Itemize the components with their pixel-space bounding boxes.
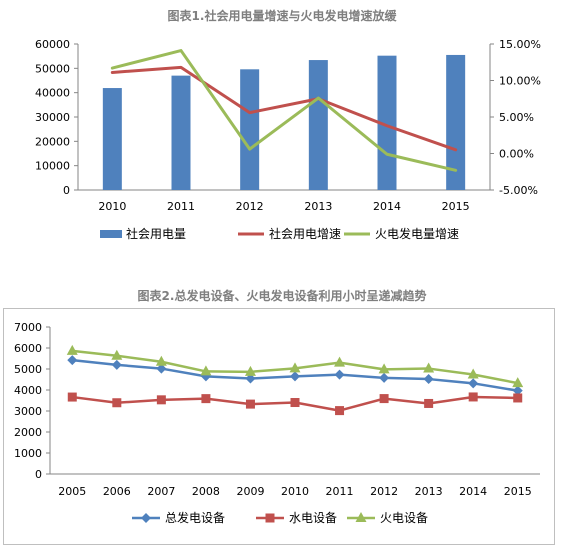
chart-2-point <box>423 374 434 385</box>
chart-1-legend-label: 社会用电增速 <box>269 226 341 241</box>
chart-2-point <box>378 363 390 374</box>
chart-2-legend-marker <box>355 512 367 522</box>
chart-2-legend-label: 总发电设备 <box>165 510 225 525</box>
chart-2-point <box>379 394 389 404</box>
chart-2-point <box>200 365 212 376</box>
chart-1-right-tick-label: -5.00% <box>499 184 538 197</box>
chart-1-x-tick-label: 2010 <box>98 200 126 213</box>
chart-2-x-tick-label: 2011 <box>326 485 354 498</box>
chart-2-y-tick-label: 3000 <box>14 405 42 418</box>
chart-2-legend-label: 火电设备 <box>380 511 428 525</box>
chart-2-point <box>468 392 478 402</box>
chart-2-point <box>423 362 435 373</box>
chart-2-point <box>245 399 255 409</box>
chart-2-point <box>467 368 479 379</box>
chart-2-x-tick-label: 2008 <box>192 485 220 498</box>
chart-1-left-tick-label: 50000 <box>35 62 70 75</box>
chart-2-y-tick-label: 5000 <box>14 363 42 376</box>
chart-1-title: 图表1.社会用电量增速与火电发电增速放缓 <box>168 8 398 23</box>
chart-1-left-tick-label: 30000 <box>35 111 70 124</box>
chart-2-point <box>66 344 78 355</box>
chart-2-point <box>155 355 167 366</box>
chart-2-point <box>111 359 122 370</box>
chart-1-right-tick-label: 5.00% <box>499 111 534 124</box>
chart-1-bar <box>240 69 260 190</box>
chart-2-point <box>290 398 300 408</box>
chart-1-left-tick-label: 0 <box>63 184 70 197</box>
chart-2-y-tick-label: 4000 <box>14 384 42 397</box>
chart-2-point <box>334 356 346 367</box>
chart-2-point <box>334 369 345 380</box>
chart-2-point <box>335 406 345 416</box>
chart-2-point <box>512 385 523 396</box>
chart-1-series-line <box>110 65 458 152</box>
chart-2-point <box>201 394 211 404</box>
chart-1-bar <box>171 75 191 190</box>
chart-2-legend-label: 水电设备 <box>289 511 337 525</box>
chart-2-point <box>67 392 77 402</box>
chart-2-point <box>468 378 479 389</box>
chart-1-x-tick-label: 2014 <box>373 200 401 213</box>
chart-2-point <box>290 371 300 382</box>
chart-2-point <box>512 377 524 388</box>
chart-1-left-tick-label: 40000 <box>35 87 70 100</box>
chart-1-legend-label: 社会用电量 <box>126 226 186 241</box>
chart-2-point <box>424 398 434 408</box>
chart-2-point <box>156 395 166 405</box>
chart-2-x-tick-label: 2012 <box>370 485 398 498</box>
chart-2-x-tick-label: 2009 <box>236 485 264 498</box>
chart-2-x-tick-label: 2010 <box>281 485 309 498</box>
chart-1-right-tick-label: 15.00% <box>499 38 541 51</box>
chart-1-bar <box>102 88 122 190</box>
chart-1-bar <box>446 54 466 191</box>
chart-2-point <box>245 373 256 384</box>
chart-1-left-tick-label: 20000 <box>35 135 70 148</box>
chart-2-y-tick-label: 0 <box>35 468 42 481</box>
chart-2: 图表2.总发电设备、火电发电设备利用小时呈递减趋势 0 1000 2000 3000 40… <box>3 288 555 545</box>
chart-1-series-line <box>110 49 458 172</box>
chart-2-point <box>244 365 256 376</box>
chart-2-legend-marker <box>141 513 151 523</box>
chart-2-x-tick-label: 2006 <box>103 485 131 498</box>
chart-2-point <box>67 355 78 366</box>
chart-2-point <box>513 393 523 403</box>
chart-2-title: 图表2.总发电设备、火电发电设备利用小时呈递减趋势 <box>138 288 427 303</box>
chart-1-legend-swatch <box>100 230 122 238</box>
chart-2-y-tick-label: 2000 <box>14 426 42 439</box>
chart-1: 图表1.社会用电量增速与火电发电增速放缓 0 10000 20000 30000 4000… <box>35 8 541 241</box>
chart-2-x-tick-label: 2005 <box>58 485 86 498</box>
chart-1-x-tick-label: 2012 <box>236 200 264 213</box>
chart-1-x-tick-label: 2013 <box>304 200 332 213</box>
chart-2-y-tick-label: 1000 <box>14 447 42 460</box>
chart-2-point <box>289 362 301 373</box>
chart-1-legend-label: 火电发电量增速 <box>375 226 459 241</box>
chart-2-x-tick-label: 2015 <box>504 485 532 498</box>
chart-2-point <box>112 398 122 408</box>
chart-2-y-tick-label: 6000 <box>14 342 42 355</box>
chart-2-y-tick-label: 7000 <box>14 321 42 334</box>
chart-2-x-tick-label: 2014 <box>459 485 487 498</box>
chart-2-border <box>3 308 555 545</box>
chart-2-point <box>111 349 123 360</box>
chart-2-point <box>379 372 390 383</box>
chart-2-x-tick-label: 2007 <box>147 485 175 498</box>
chart-1-bar <box>308 60 328 191</box>
chart-1-left-tick-label: 60000 <box>35 38 70 51</box>
chart-2-x-tick-label: 2013 <box>415 485 443 498</box>
chart-2-point <box>156 363 167 374</box>
chart-1-right-tick-label: 10.00% <box>499 75 541 88</box>
chart-1-left-tick-label: 10000 <box>35 160 70 173</box>
chart-2-legend-marker <box>265 513 275 523</box>
chart-1-x-tick-label: 2011 <box>167 200 195 213</box>
chart-1-x-tick-label: 2015 <box>442 200 470 213</box>
chart-1-right-tick-label: 0.00% <box>499 148 534 161</box>
